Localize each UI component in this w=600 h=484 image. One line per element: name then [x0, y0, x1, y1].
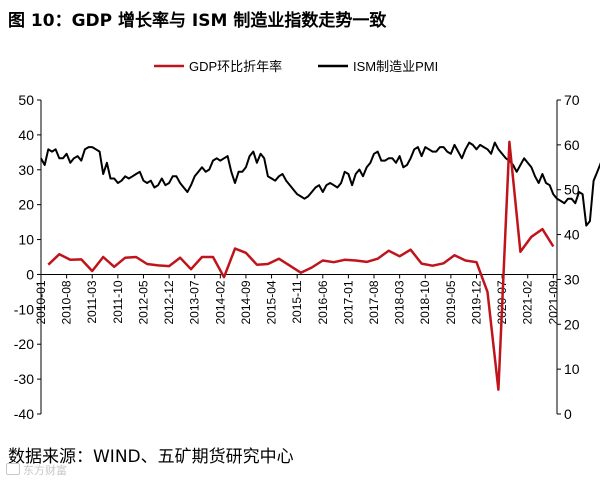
x-tick-label: 2010-08	[60, 280, 74, 324]
left-tick-label: -40	[14, 406, 34, 422]
x-tick-label: 2016-06	[316, 280, 330, 324]
x-tick-label: 2017-08	[367, 280, 381, 324]
source-note: 数据来源：WIND、五矿期货研究中心	[8, 447, 294, 467]
x-tick-label: 2019-12	[469, 280, 483, 324]
right-tick-label: 30	[564, 271, 580, 287]
legend: GDP环比折年率 ISM制造业PMI	[154, 59, 438, 74]
watermark-text: 东方财富	[23, 464, 67, 477]
gdp-series-line	[47, 140, 555, 391]
left-tick-label: 40	[18, 127, 34, 143]
x-tick-label: 2011-03	[85, 280, 99, 323]
right-tick-label: 20	[564, 316, 580, 332]
left-tick-label: -10	[14, 301, 34, 317]
left-tick-label: -20	[14, 336, 34, 352]
left-tick-label: 10	[18, 232, 34, 248]
legend-label: GDP环比折年率	[189, 59, 282, 74]
left-tick-label: 20	[18, 197, 34, 213]
chart: GDP环比折年率 ISM制造业PMI -40 -30 -20 -10 0 10 20 30 40 5…	[14, 59, 600, 422]
x-tick-label: 2010-01	[34, 280, 48, 324]
left-axis: -40 -30 -20 -10 0 10 20 30 40 50	[14, 92, 42, 422]
right-tick-label: 70	[564, 92, 580, 108]
right-tick-label: 60	[564, 137, 580, 153]
left-tick-label: 30	[18, 162, 34, 178]
x-tick-label: 2012-12	[162, 280, 176, 324]
x-axis: 2010-01 2010-08 2011-03 2011-10 2012-05 2012-…	[34, 273, 560, 324]
x-tick-label: 2015-11	[290, 280, 304, 323]
series	[40, 140, 600, 391]
x-tick-label: 2012-05	[136, 280, 150, 324]
x-tick-label: 2021-02	[521, 280, 535, 324]
pmi-series-line	[40, 141, 600, 227]
x-tick-label: 2011-10	[111, 280, 125, 323]
legend-label: ISM制造业PMI	[353, 59, 438, 74]
right-tick-label: 0	[564, 406, 572, 422]
x-tick-label: 2019-05	[444, 280, 458, 324]
watermark: 东方财富	[6, 462, 67, 478]
x-tick-label: 2018-03	[393, 280, 407, 324]
left-tick-label: -30	[14, 371, 34, 387]
right-axis: 0 10 20 30 40 50 60 70	[556, 92, 580, 422]
right-tick-label: 50	[564, 182, 580, 198]
x-tick-label: 2017-01	[341, 280, 355, 324]
figure-title: 图 10：GDP 增长率与 ISM 制造业指数走势一致	[8, 11, 387, 31]
x-tick-label: 2015-04	[265, 280, 279, 324]
right-tick-label: 40	[564, 227, 580, 243]
left-tick-label: 0	[26, 266, 34, 282]
x-tick-label: 2014-02	[213, 280, 227, 324]
left-tick-label: 50	[18, 92, 34, 108]
right-tick-label: 10	[564, 361, 580, 377]
watermark-icon	[6, 463, 20, 475]
x-tick-label: 2018-10	[418, 280, 432, 324]
x-tick-label: 2021-09	[546, 280, 560, 324]
x-tick-label: 2014-09	[239, 280, 253, 324]
x-tick-label: 2013-07	[188, 280, 202, 324]
